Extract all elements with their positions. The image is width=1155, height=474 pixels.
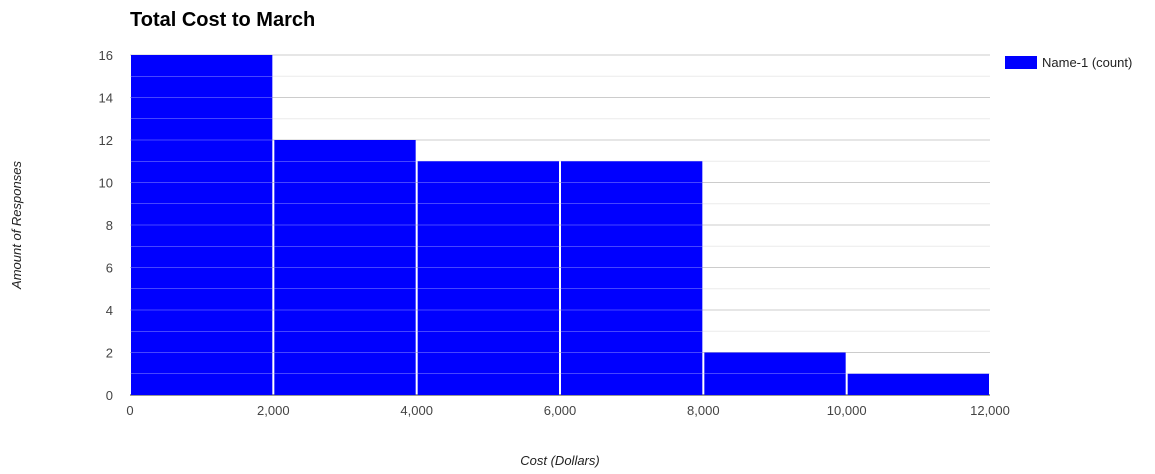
histogram-bar[interactable]	[561, 161, 703, 395]
y-tick-label: 12	[99, 133, 113, 148]
chart-title: Total Cost to March	[130, 9, 315, 31]
x-tick-label: 12,000	[970, 403, 1010, 418]
y-tick-label: 10	[99, 176, 113, 191]
legend[interactable]: Name-1 (count)	[1005, 55, 1132, 70]
gridlines	[130, 54, 990, 396]
x-axis-label: Cost (Dollars)	[520, 453, 599, 468]
x-tick-label: 6,000	[544, 403, 577, 418]
y-tick-label: 8	[106, 218, 113, 233]
y-tick-label: 16	[99, 48, 113, 63]
y-tick-labels: 0 2 4 6 8 10 12 14 16	[99, 48, 113, 403]
histogram-bar[interactable]	[847, 373, 989, 395]
x-tick-label: 0	[126, 403, 133, 418]
bars	[131, 55, 989, 395]
y-tick-label: 14	[99, 91, 113, 106]
legend-label: Name-1 (count)	[1042, 55, 1132, 70]
y-tick-label: 4	[106, 303, 113, 318]
x-tick-label: 8,000	[687, 403, 720, 418]
x-tick-labels: 0 2,000 4,000 6,000 8,000 10,000 12,000	[126, 403, 1010, 418]
x-tick-label: 4,000	[400, 403, 433, 418]
y-tick-label: 0	[106, 388, 113, 403]
histogram-bar[interactable]	[417, 161, 559, 395]
x-tick-label: 10,000	[827, 403, 867, 418]
x-tick-label: 2,000	[257, 403, 290, 418]
y-axis-label: Amount of Responses	[9, 161, 24, 290]
legend-swatch	[1005, 56, 1037, 69]
y-tick-label: 2	[106, 346, 113, 361]
y-tick-label: 6	[106, 261, 113, 276]
